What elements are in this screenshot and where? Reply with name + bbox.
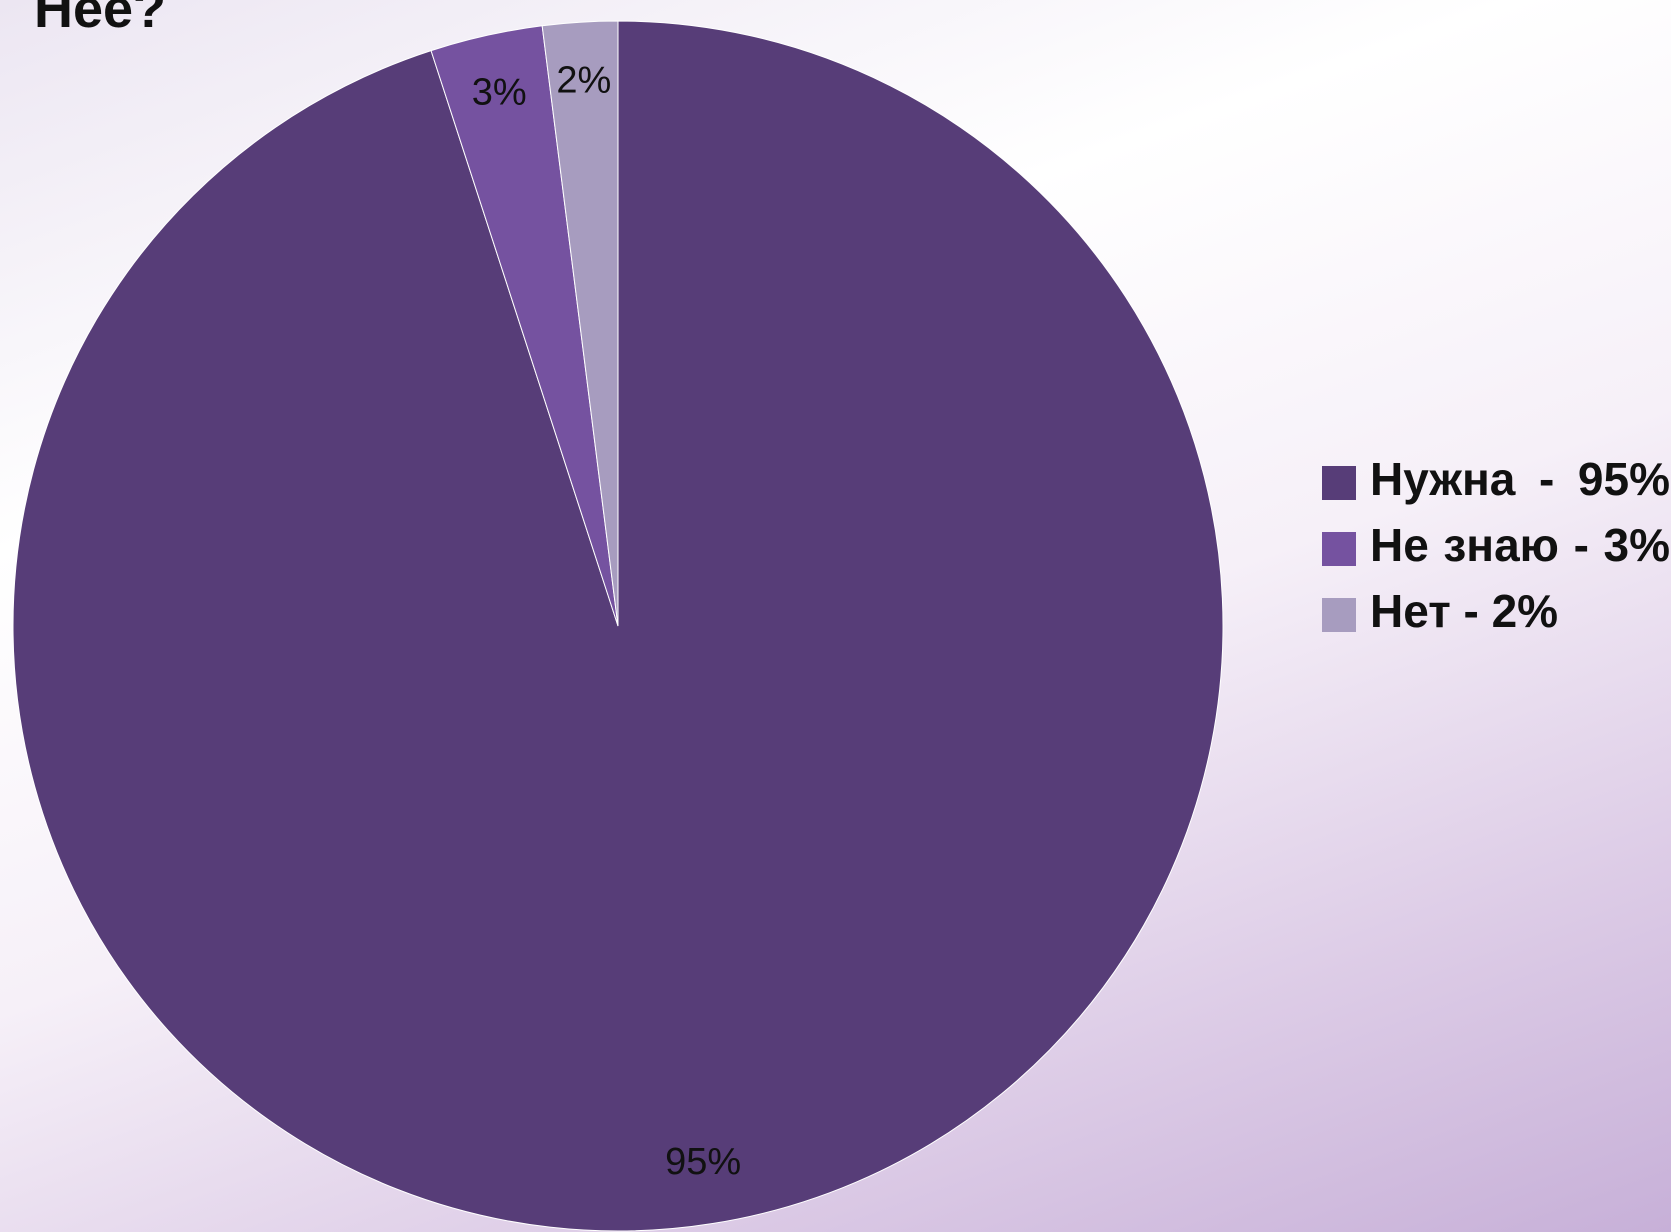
legend-label: Не знаю - 3% — [1370, 519, 1670, 571]
data-label: 95% — [665, 1141, 741, 1183]
legend: Нужна - 95% Не знаю - 3% Нет - 2% — [1322, 446, 1671, 644]
legend-marker — [1322, 466, 1356, 500]
legend-marker — [1322, 532, 1356, 566]
pie-slice — [541, 20, 619, 627]
data-label: 3% — [472, 72, 527, 114]
legend-text: Нужна - 95% Не знаю - 3% Нет - 2% — [1370, 446, 1670, 644]
legend-label: Нужна - 95% — [1370, 453, 1670, 505]
legend-markers — [1322, 466, 1356, 644]
chart-title: Нее? — [34, 0, 167, 39]
data-label: 2% — [556, 60, 611, 102]
legend-marker — [1322, 598, 1356, 632]
legend-label: Нет - 2% — [1370, 585, 1559, 637]
